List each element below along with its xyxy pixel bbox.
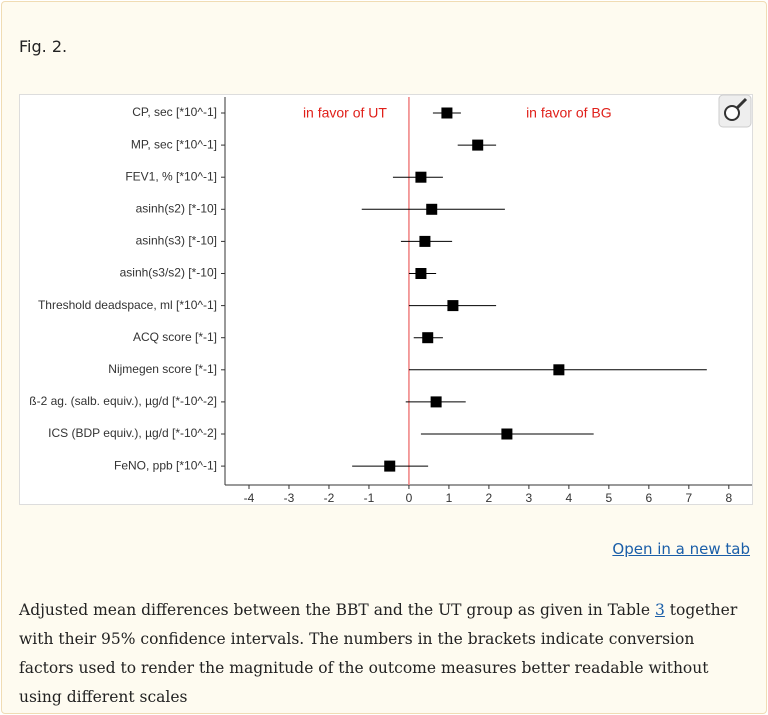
point-estimate xyxy=(415,171,427,183)
y-tick-label: ICS (BDP equiv.), µg/d [*-10^-2] xyxy=(48,426,217,440)
x-tick-label: 6 xyxy=(645,491,652,505)
x-tick-label: 0 xyxy=(406,491,413,505)
x-tick-label: 4 xyxy=(566,491,573,505)
point-estimate xyxy=(472,139,484,151)
y-tick-label: Nijmegen score [*-1] xyxy=(108,362,217,376)
caption-text: together with their 95% confidence inter… xyxy=(19,601,738,706)
x-tick-label: -3 xyxy=(284,491,295,505)
y-tick-label: asinh(s3/s2) [*-10] xyxy=(120,266,217,280)
open-link[interactable]: Open in a new tab xyxy=(612,540,750,558)
zoom-icon[interactable] xyxy=(718,94,752,128)
caption-text: Adjusted mean differences between the BB… xyxy=(19,601,651,619)
point-estimate xyxy=(426,203,438,215)
point-estimate xyxy=(419,235,431,247)
chart: -4 -3 -2 -1 0 1 2 3 4 5 6 7 8 in favor of UT in favor … xyxy=(19,94,753,505)
x-tick-label: 2 xyxy=(486,491,493,505)
point-estimate xyxy=(415,268,427,279)
x-tick-label: 8 xyxy=(725,491,732,505)
y-tick-label: asinh(s2) [*-10] xyxy=(136,201,217,215)
annotation: in favor of BG xyxy=(526,105,612,121)
x-tick-label: 7 xyxy=(685,491,692,505)
x-tick-label: 5 xyxy=(606,491,613,505)
point-estimate xyxy=(501,428,513,440)
point-estimate xyxy=(441,107,453,119)
y-tick-label: asinh(s3) [*-10] xyxy=(136,234,217,248)
y-tick-label: FEV1, % [*10^-1] xyxy=(125,169,217,183)
caption: Adjusted mean differences between the BB… xyxy=(19,596,741,712)
point-estimate xyxy=(553,364,565,376)
annotation: in favor of UT xyxy=(303,105,387,121)
y-tick-label: CP, sec [*10^-1] xyxy=(132,105,217,119)
y-tick-label: MP, sec [*10^-1] xyxy=(131,137,217,151)
y-tick-label: Threshold deadspace, ml [*10^-1] xyxy=(38,298,217,312)
x-tick-label: -1 xyxy=(364,491,375,505)
x-tick-label: 1 xyxy=(446,491,453,505)
y-tick-label: ß-2 ag. (salb. equiv.), µg/d [*-10^-2] xyxy=(29,394,217,408)
y-tick-label: FeNO, ppb [*10^-1] xyxy=(114,458,217,472)
chart-frame xyxy=(19,94,753,505)
x-tick-label: 3 xyxy=(526,491,533,505)
y-tick-label: ACQ score [*-1] xyxy=(133,330,217,344)
point-estimate xyxy=(430,396,442,408)
figure-label: Fig. 2. xyxy=(19,37,68,56)
x-tick-label: -2 xyxy=(324,491,335,505)
point-estimate xyxy=(422,332,434,344)
point-estimate xyxy=(447,300,459,312)
x-tick-label: -4 xyxy=(244,491,255,505)
point-estimate xyxy=(384,460,396,472)
table-link[interactable]: 3 xyxy=(654,601,665,619)
